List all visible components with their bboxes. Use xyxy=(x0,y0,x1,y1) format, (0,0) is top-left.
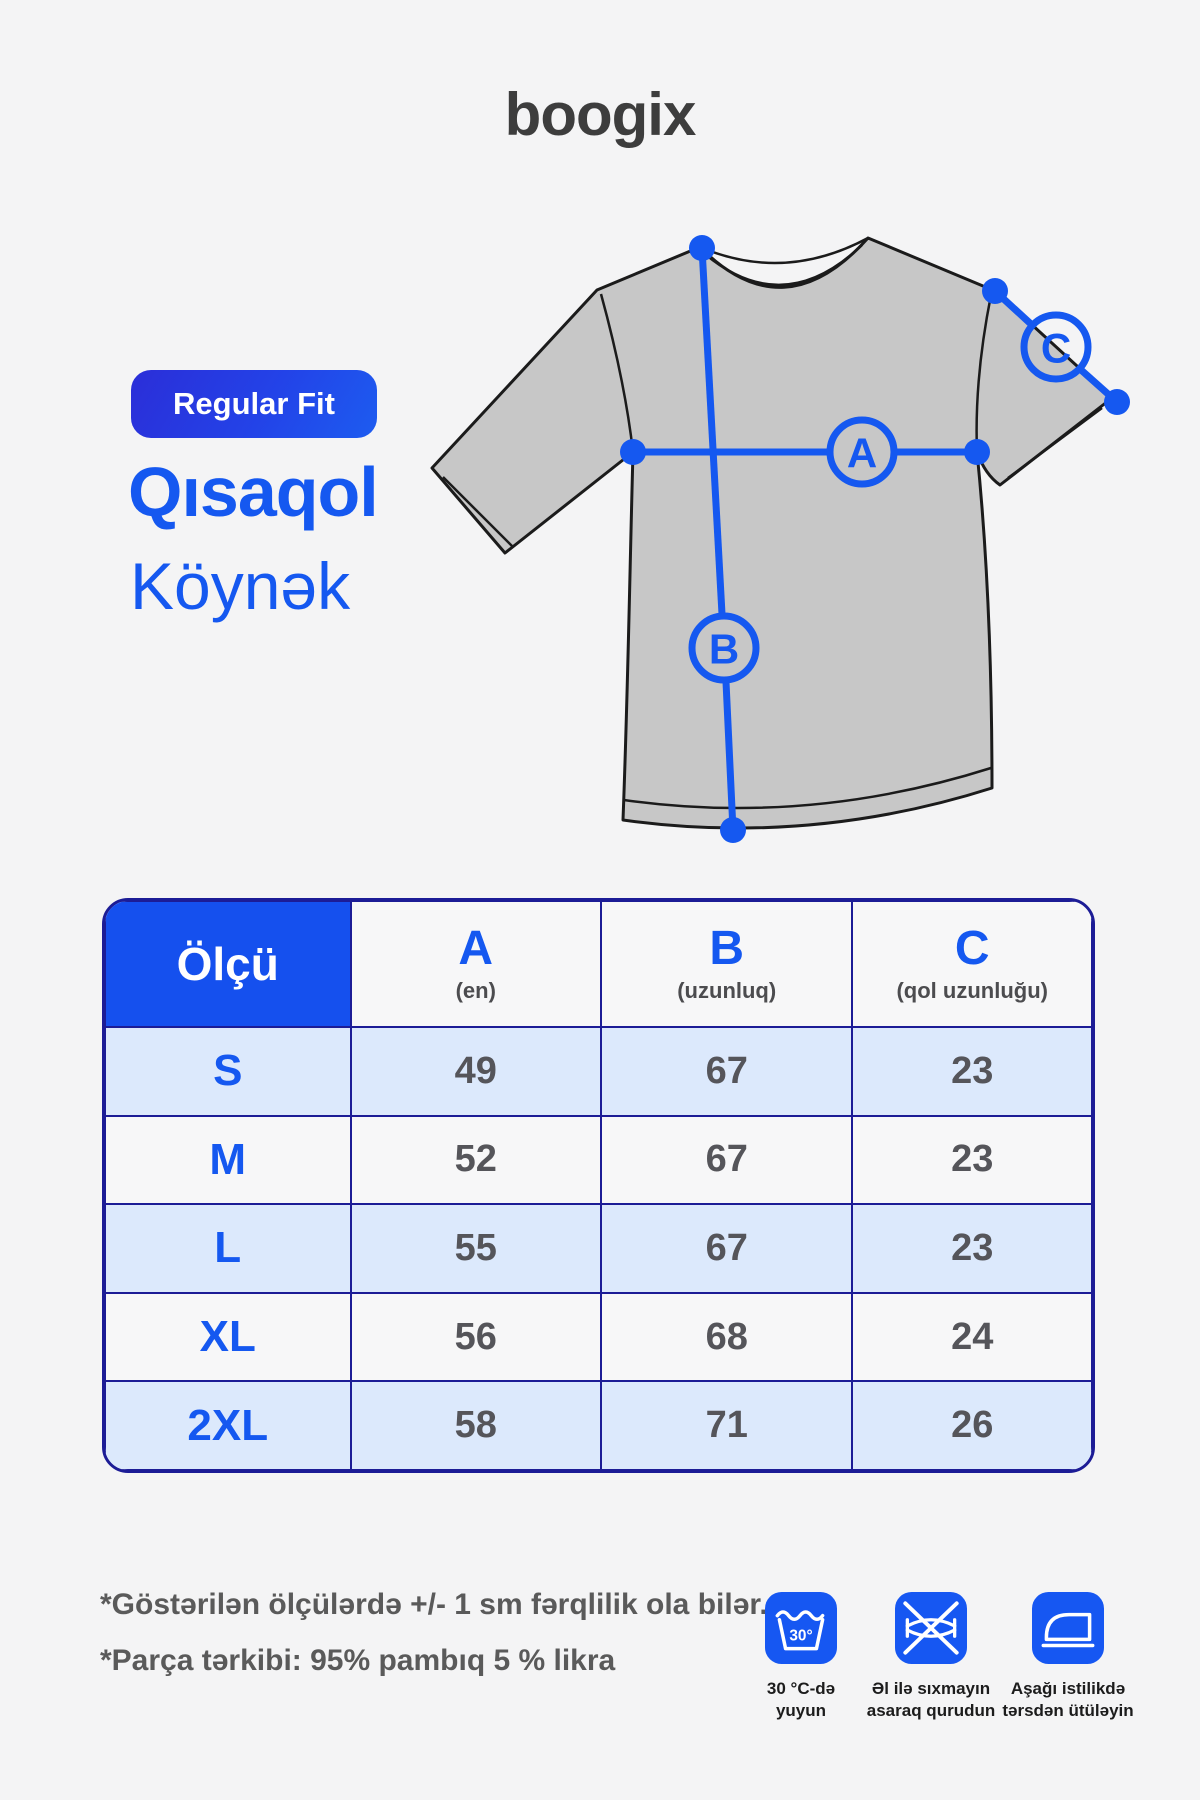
measure-dot xyxy=(964,439,990,465)
no-wring-icon xyxy=(895,1592,967,1664)
col-sub-a: (en) xyxy=(455,977,496,1003)
size-value-a: 55 xyxy=(350,1204,601,1293)
size-label: L xyxy=(105,1204,351,1293)
marker-a-label: A xyxy=(847,430,877,477)
size-table: Ölçü A (en) B (uzunluq) C (qol uzunluğu)… xyxy=(102,898,1095,1473)
size-value-b: 67 xyxy=(600,1027,853,1116)
size-col-header: Ölçü xyxy=(105,901,351,1027)
tolerance-note: *Göstərilən ölçülərdə +/- 1 sm fərqlilik… xyxy=(100,1588,768,1621)
care-iron-block: Aşağı istilikdə tərsdən ütüləyin xyxy=(993,1592,1143,1722)
bottom-hem-line xyxy=(623,766,992,810)
measure-dot xyxy=(689,235,715,261)
size-label: XL xyxy=(105,1292,351,1382)
col-letter-b: B xyxy=(709,922,745,976)
left-sleeve-seam xyxy=(599,293,635,453)
size-label: S xyxy=(105,1027,351,1116)
product-title-line2: Köynək xyxy=(130,549,351,623)
size-value-a: 52 xyxy=(350,1115,601,1205)
size-value-c: 23 xyxy=(852,1204,1092,1293)
marker-b-label: B xyxy=(709,626,739,673)
size-value-a: 58 xyxy=(350,1381,601,1470)
wash-30-icon: 30° xyxy=(765,1592,837,1664)
col-sub-b: (uzunluq) xyxy=(677,977,777,1003)
collar-inner-line xyxy=(704,244,863,286)
marker-b-circle xyxy=(688,612,760,684)
size-value-c: 23 xyxy=(852,1027,1092,1116)
col-letter-c: C xyxy=(954,922,990,976)
measure-dot xyxy=(720,817,746,843)
measurement-c: C xyxy=(982,278,1130,415)
left-sleeve-hem-line xyxy=(442,476,513,547)
measure-dot xyxy=(982,278,1008,304)
brand-logo: boogix xyxy=(504,81,697,148)
size-value-a: 56 xyxy=(350,1292,601,1382)
size-value-b: 71 xyxy=(600,1381,853,1470)
size-value-a: 49 xyxy=(350,1027,601,1116)
fit-badge: Regular Fit xyxy=(131,370,377,438)
right-sleeve-hem-line xyxy=(1007,406,1103,480)
product-title-line1: Qısaqol xyxy=(128,453,379,531)
fabric-note: *Parça tərkibi: 95% pambıq 5 % likra xyxy=(100,1644,616,1677)
care-wash-block: 30° 30 °C-də yuyun xyxy=(726,1592,876,1722)
size-label: 2XL xyxy=(105,1381,351,1470)
tshirt-outline xyxy=(430,236,1114,830)
col-header-a: A (en) xyxy=(350,901,601,1027)
col-header-b: B (uzunluq) xyxy=(600,901,853,1027)
measure-dot xyxy=(620,439,646,465)
right-sleeve-seam xyxy=(975,294,993,453)
svg-text:30°: 30° xyxy=(789,1627,812,1644)
collar-back-line xyxy=(699,236,869,265)
care-wash-caption: 30 °C-də yuyun xyxy=(766,1679,836,1721)
size-label: M xyxy=(105,1115,351,1205)
care-no-wring-caption: Əl ilə sıxmayın asaraq qurudun xyxy=(866,1679,996,1721)
measure-dot xyxy=(1104,389,1130,415)
measurement-a: A xyxy=(620,416,990,488)
col-letter-a: A xyxy=(458,922,494,976)
col-sub-c: (qol uzunluğu) xyxy=(896,977,1048,1003)
iron-low-icon xyxy=(1032,1592,1104,1664)
size-value-c: 23 xyxy=(852,1115,1092,1205)
care-iron-caption: Aşağı istilikdə tərsdən ütüləyin xyxy=(1002,1679,1134,1721)
marker-c-label: C xyxy=(1041,325,1071,372)
marker-c-circle xyxy=(1020,311,1092,383)
tshirt-measurement-diagram: A B C xyxy=(400,195,1140,855)
care-no-wring-block: Əl ilə sıxmayın asaraq qurudun xyxy=(856,1592,1006,1722)
fit-badge-label: Regular Fit xyxy=(173,386,335,421)
measurement-b: B xyxy=(688,235,760,843)
size-value-b: 67 xyxy=(600,1115,853,1205)
size-value-c: 24 xyxy=(852,1292,1092,1382)
size-value-b: 68 xyxy=(600,1292,853,1382)
tshirt-diagram-svg: A B C xyxy=(430,235,1130,843)
size-value-b: 67 xyxy=(600,1204,853,1293)
col-header-c: C (qol uzunluğu) xyxy=(852,901,1092,1027)
size-value-c: 26 xyxy=(852,1381,1092,1470)
marker-a-circle xyxy=(826,416,898,488)
